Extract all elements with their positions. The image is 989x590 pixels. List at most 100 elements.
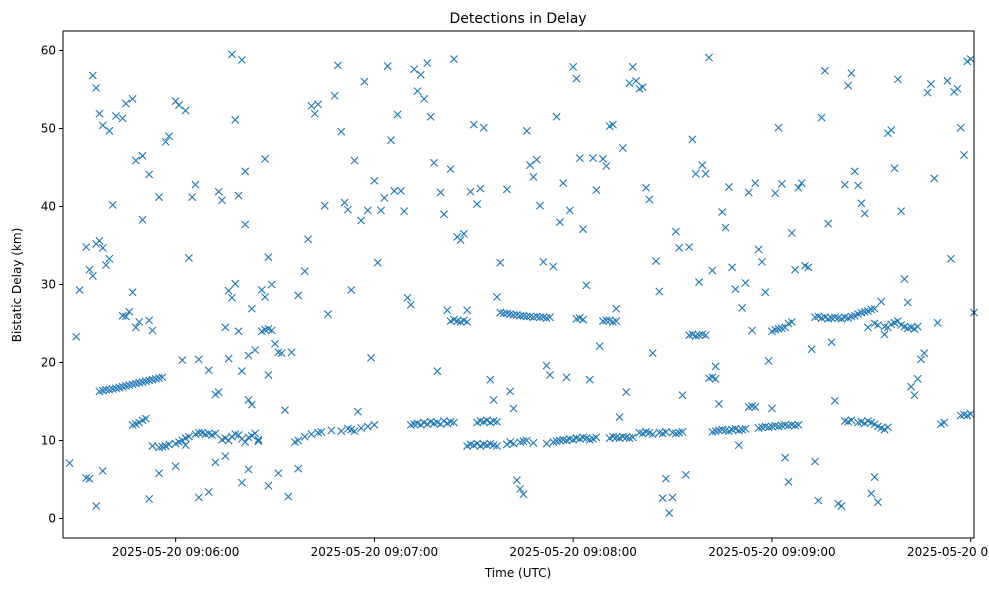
data-point xyxy=(751,179,760,188)
data-point xyxy=(542,361,551,370)
data-point xyxy=(711,374,720,383)
data-point xyxy=(738,303,747,312)
data-point xyxy=(628,62,637,71)
data-point xyxy=(777,179,786,188)
data-point xyxy=(237,478,246,487)
data-point xyxy=(585,375,594,384)
data-point xyxy=(231,279,240,288)
data-point xyxy=(764,356,773,365)
data-point xyxy=(227,432,236,441)
data-point xyxy=(665,509,674,518)
data-point xyxy=(181,441,190,450)
data-point xyxy=(748,326,757,335)
data-point xyxy=(940,418,949,427)
data-point xyxy=(360,77,369,86)
x-tick-label: 2025-05-20 09:09:00 xyxy=(708,545,835,559)
data-point xyxy=(430,158,439,167)
data-point xyxy=(920,349,929,358)
data-point xyxy=(492,441,501,450)
data-point xyxy=(178,436,187,445)
data-point xyxy=(569,62,578,71)
data-point xyxy=(267,280,276,289)
data-point xyxy=(254,437,263,446)
data-point xyxy=(363,422,372,431)
data-point xyxy=(304,235,313,244)
data-point xyxy=(234,327,243,336)
data-point xyxy=(284,492,293,501)
data-point xyxy=(602,161,611,170)
data-point xyxy=(135,418,144,427)
data-point xyxy=(307,430,316,439)
data-point xyxy=(960,151,969,160)
data-point xyxy=(612,317,621,326)
data-point xyxy=(214,388,223,397)
data-point xyxy=(400,207,409,216)
data-point xyxy=(814,496,823,505)
data-point xyxy=(880,330,889,339)
data-point xyxy=(194,493,203,502)
data-point xyxy=(910,391,919,400)
data-point xyxy=(691,169,700,178)
data-point xyxy=(492,417,501,426)
data-point xyxy=(734,441,743,450)
data-point xyxy=(552,112,561,121)
data-point xyxy=(98,121,107,130)
data-point xyxy=(446,165,455,174)
data-point xyxy=(857,199,866,208)
data-point xyxy=(536,313,545,322)
data-point xyxy=(439,417,448,425)
data-point xyxy=(357,424,366,433)
data-point xyxy=(545,370,554,379)
data-point xyxy=(618,144,627,152)
data-point xyxy=(131,323,140,332)
data-point xyxy=(390,186,399,195)
data-point xyxy=(449,55,458,64)
data-point xyxy=(277,349,286,358)
data-point xyxy=(817,113,826,122)
y-tick-label: 60 xyxy=(41,44,56,58)
data-point xyxy=(492,292,501,301)
data-point xyxy=(771,189,780,198)
data-point xyxy=(522,436,531,445)
y-tick-label: 10 xyxy=(41,434,56,448)
data-point xyxy=(227,293,236,302)
data-point xyxy=(237,55,246,64)
data-point xyxy=(155,469,164,478)
data-point xyxy=(678,427,687,436)
data-point xyxy=(443,306,452,315)
data-point xyxy=(572,74,581,83)
data-point xyxy=(337,127,346,136)
data-point xyxy=(221,452,230,461)
data-point xyxy=(317,427,326,436)
data-point xyxy=(473,439,482,448)
data-point xyxy=(625,79,634,88)
data-point xyxy=(88,71,97,80)
data-point xyxy=(731,285,740,294)
data-point xyxy=(353,407,362,416)
data-point xyxy=(608,120,617,129)
data-point xyxy=(956,123,965,132)
data-point xyxy=(953,84,962,93)
data-point xyxy=(645,195,654,204)
data-point xyxy=(121,312,130,321)
data-point xyxy=(227,50,236,59)
data-point xyxy=(522,312,531,321)
data-point xyxy=(774,123,783,132)
data-point xyxy=(685,243,694,252)
data-point xyxy=(287,348,296,357)
data-point xyxy=(244,395,253,404)
data-point xyxy=(221,434,230,443)
data-point xyxy=(757,257,766,266)
y-tick-label: 50 xyxy=(41,122,56,136)
y-axis-label: Bistatic Delay (km) xyxy=(10,228,24,343)
data-point xyxy=(420,94,429,103)
data-point xyxy=(128,288,137,297)
data-point xyxy=(449,418,458,427)
data-point xyxy=(95,109,104,118)
data-point xyxy=(204,487,213,496)
data-point xyxy=(930,174,939,183)
data-point xyxy=(370,420,379,429)
data-point xyxy=(883,423,892,432)
data-point xyxy=(92,83,101,92)
data-point xyxy=(797,179,806,188)
